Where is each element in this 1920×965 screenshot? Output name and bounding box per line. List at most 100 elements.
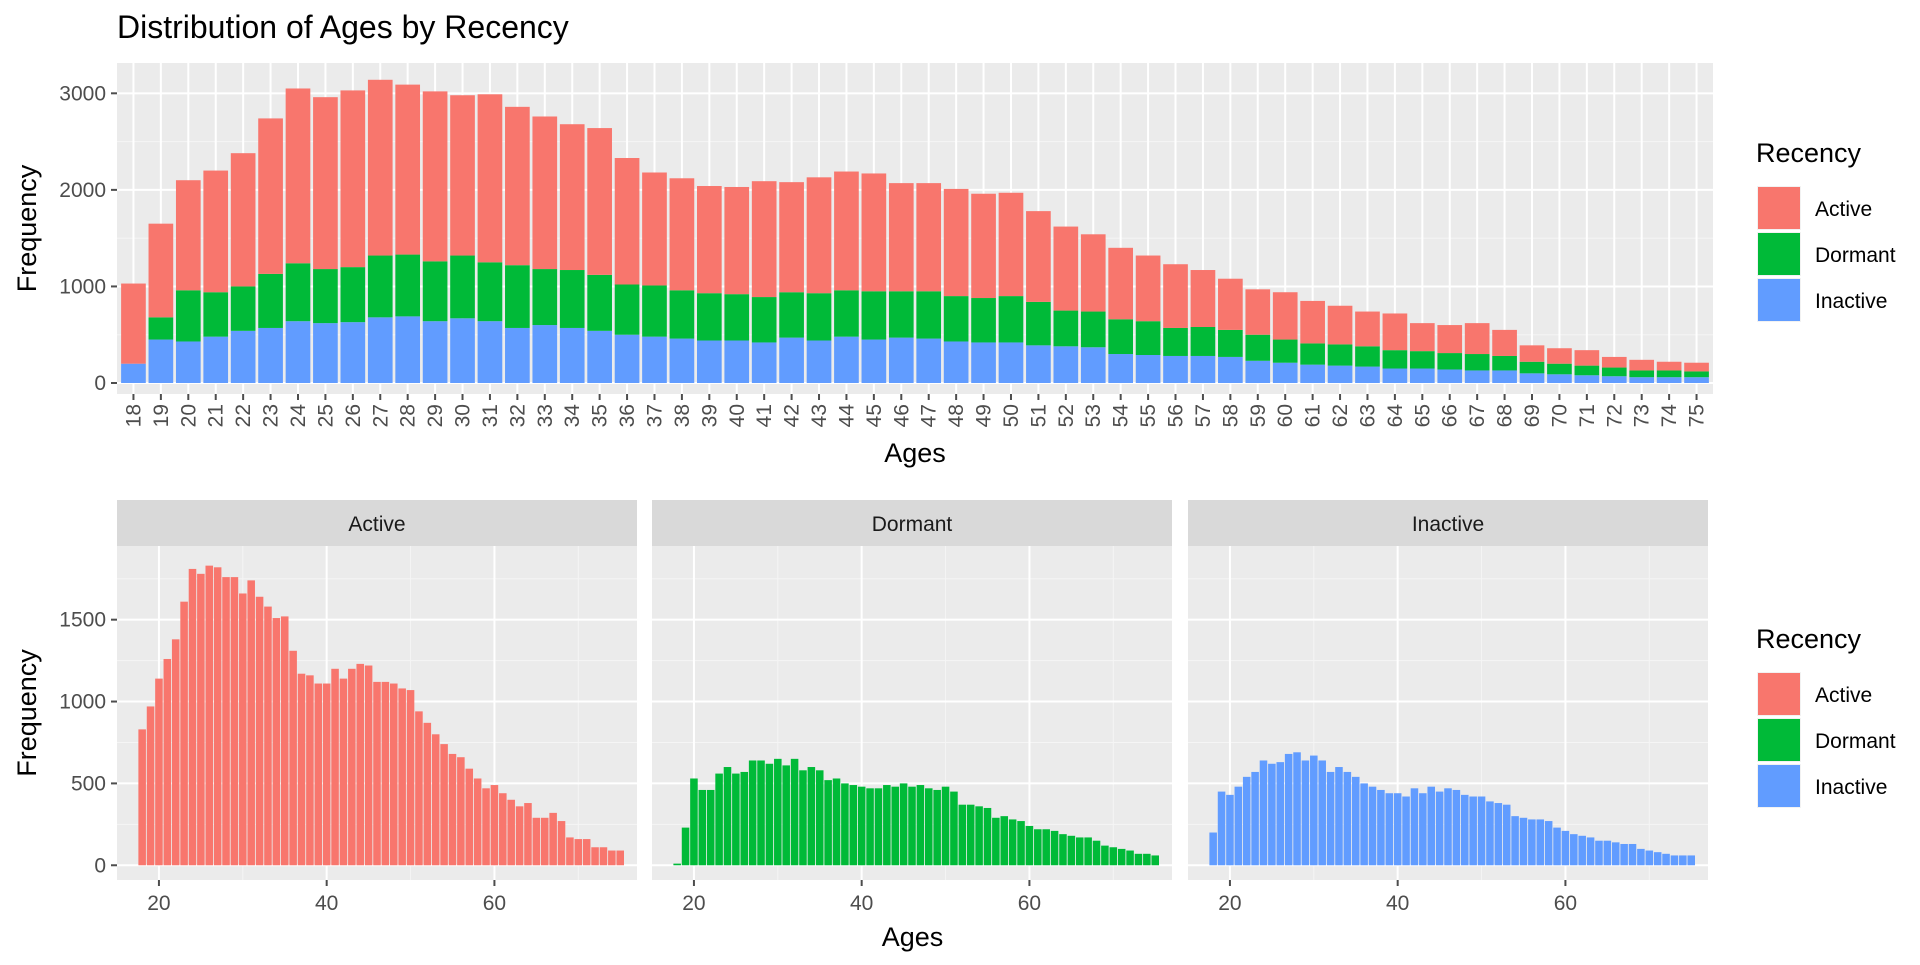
top-x-tick-label: 45 <box>863 404 886 427</box>
top-x-tick-label: 26 <box>342 404 365 427</box>
facet-bar-inactive <box>1586 837 1595 866</box>
facet-bar-active <box>264 606 272 866</box>
top-x-tick-label: 53 <box>1082 404 1105 427</box>
facet-strip-active <box>117 500 637 546</box>
top-bar-inactive <box>1519 373 1545 383</box>
top-y-tick-label: 0 <box>94 372 106 395</box>
top-x-axis-title: Ages <box>884 438 946 468</box>
facet-bar-dormant <box>706 789 715 866</box>
facet-bar-inactive <box>1301 760 1310 866</box>
top-bar-active <box>1300 300 1325 344</box>
top-x-tick-label: 56 <box>1165 404 1188 427</box>
facet-bar-inactive <box>1611 842 1620 866</box>
top-x-tick-label: 35 <box>589 404 612 427</box>
facet-bar-inactive <box>1284 753 1293 866</box>
facet-bar-active <box>574 839 583 866</box>
facet-bar-inactive <box>1486 801 1494 866</box>
facet-strip-label: Inactive <box>1412 513 1484 536</box>
facet-bar-inactive <box>1561 830 1570 866</box>
facet-bar-inactive <box>1385 793 1394 866</box>
top-bar-active <box>1026 211 1051 302</box>
top-bar-active <box>1519 345 1545 362</box>
top-bar-dormant <box>1492 355 1517 371</box>
facet-bar-inactive <box>1595 840 1603 866</box>
top-bar-dormant <box>1355 346 1380 367</box>
top-x-tick-label: 61 <box>1302 404 1325 427</box>
top-bar-dormant <box>642 285 667 337</box>
facet-bar-active <box>406 690 415 866</box>
top-x-tick-label: 57 <box>1192 404 1215 427</box>
top-bar-active <box>1382 313 1408 351</box>
facet-bar-dormant <box>690 778 698 866</box>
facet-bar-active <box>339 678 348 866</box>
facet-bar-dormant <box>941 786 950 866</box>
top-x-tick-label: 24 <box>287 404 310 428</box>
facet-bar-inactive <box>1502 804 1511 866</box>
top-bar-inactive <box>971 342 996 383</box>
top-x-tick-label: 19 <box>150 404 173 427</box>
top-bar-active <box>1656 361 1682 371</box>
top-bar-inactive <box>340 322 366 383</box>
facet-bar-dormant <box>815 770 824 866</box>
facet-bar-active <box>566 837 574 866</box>
top-bar-dormant <box>532 269 558 326</box>
top-bar-inactive <box>1190 355 1216 383</box>
top-bar-active <box>1327 305 1353 345</box>
facet-bar-dormant <box>1109 847 1118 866</box>
top-bar-dormant <box>1656 370 1682 378</box>
top-bar-active <box>175 180 201 291</box>
top-x-tick-label: 66 <box>1439 404 1462 427</box>
top-bar-dormant <box>1574 365 1600 376</box>
facet-y-tick-label: 0 <box>94 854 106 877</box>
facet-bar-dormant <box>807 767 816 866</box>
facet-bar-active <box>390 683 398 866</box>
top-bar-inactive <box>943 341 969 383</box>
facet-bar-inactive <box>1553 827 1561 866</box>
top-bar-dormant <box>614 284 640 335</box>
facet-bar-active <box>239 593 247 866</box>
facet-bar-inactive <box>1628 843 1637 866</box>
facet-bar-inactive <box>1570 834 1578 866</box>
top-x-tick-label: 55 <box>1137 404 1160 427</box>
top-bar-active <box>1464 323 1490 355</box>
top-bar-active <box>505 106 530 266</box>
top-legend-key-dormant <box>1758 233 1800 275</box>
facet-bar-active <box>272 618 281 866</box>
top-x-tick-label: 47 <box>918 404 941 427</box>
top-bar-active <box>340 90 366 268</box>
top-x-tick-label: 43 <box>808 404 831 427</box>
facet-x-tick-label: 40 <box>315 892 338 915</box>
top-bar-active <box>614 158 640 285</box>
top-bar-active <box>1135 255 1161 322</box>
facet-bar-active <box>306 675 314 866</box>
top-bar-inactive <box>696 340 722 383</box>
facet-bar-inactive <box>1310 755 1318 866</box>
facet-bar-active <box>616 850 624 866</box>
top-bar-dormant <box>861 291 887 340</box>
facet-bar-active <box>465 768 474 866</box>
top-x-tick-label: 23 <box>260 404 283 427</box>
facet-strip-inactive <box>1188 500 1708 546</box>
facet-bar-active <box>171 639 180 866</box>
top-bar-dormant <box>477 262 503 322</box>
top-x-tick-label: 62 <box>1329 404 1352 427</box>
facet-bar-dormant <box>966 804 975 866</box>
top-bar-active <box>888 183 914 292</box>
facet-bar-dormant <box>824 780 832 866</box>
top-bar-inactive <box>1464 370 1490 383</box>
top-bar-dormant <box>1327 344 1353 366</box>
facet-bar-dormant <box>723 767 732 866</box>
facet-bar-dormant <box>673 863 681 866</box>
top-x-tick-label: 20 <box>177 404 200 427</box>
top-x-tick-label: 22 <box>232 404 255 427</box>
top-bar-dormant <box>1163 327 1188 356</box>
facet-bar-inactive <box>1393 793 1402 866</box>
top-bar-inactive <box>477 321 503 383</box>
facet-bar-dormant <box>1042 829 1050 866</box>
top-bar-inactive <box>1272 362 1298 383</box>
top-bar-dormant <box>971 298 996 343</box>
facet-bar-active <box>582 839 591 866</box>
facet-bar-active <box>415 711 423 866</box>
top-x-tick-label: 50 <box>1000 404 1023 427</box>
top-x-tick-label: 51 <box>1027 404 1050 427</box>
